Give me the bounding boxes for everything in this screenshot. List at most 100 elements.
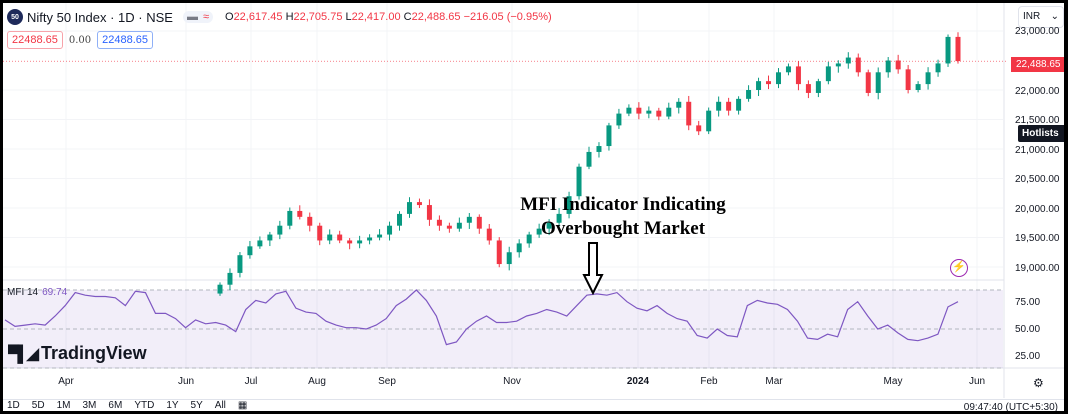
range-5y[interactable]: 5Y (190, 400, 203, 411)
candle (357, 240, 363, 244)
candle (347, 240, 353, 244)
range-3m[interactable]: 3M (82, 400, 97, 411)
candle (377, 234, 383, 238)
candle (287, 210, 293, 226)
candle (935, 63, 941, 73)
ohlc-values: O22,617.45 H22,705.75 L22,417.00 C22,488… (225, 11, 552, 23)
candle (885, 60, 891, 73)
price-label: 21,000.00 (1015, 145, 1060, 156)
annotation: MFI Indicator Indicating Overbought Marke… (520, 194, 726, 239)
symbol-title[interactable]: Nifty 50 Index · 1D · NSE (27, 9, 173, 25)
candle (506, 252, 512, 265)
price-change: −216.05 (−0.95%) (463, 11, 552, 23)
candle (666, 107, 672, 117)
nifty-logo: 50 (7, 9, 23, 25)
mfi-axis-label: 25.00 (1015, 351, 1041, 362)
candle (247, 246, 253, 256)
currency-select[interactable]: INR ⌄ (1018, 6, 1064, 28)
candle (716, 101, 722, 111)
candle (795, 66, 801, 85)
candle (805, 84, 811, 93)
time-label: Jun (177, 376, 195, 387)
price-label: 21,500.00 (1015, 115, 1060, 126)
chart-window: 50 Nifty 50 Index · 1D · NSE ▬ ≈ O22,617.… (3, 3, 1064, 411)
candle (237, 255, 243, 273)
last-price-label: 22,488.65 (1011, 57, 1064, 72)
candle (397, 213, 403, 226)
time-label: Nov (503, 376, 521, 387)
candle (327, 234, 333, 241)
candle (945, 36, 951, 64)
candle (277, 225, 283, 235)
hotlists-button[interactable]: Hotlists (1018, 125, 1064, 142)
candle (307, 216, 313, 226)
range-1y[interactable]: 1Y (166, 400, 179, 411)
candle (566, 196, 572, 214)
calendar-icon[interactable]: ▦ (237, 400, 248, 411)
candle (367, 237, 373, 241)
candle (905, 69, 911, 90)
candle (835, 63, 841, 67)
settings-icon[interactable]: ⚙ (1033, 376, 1044, 390)
lightning-icon[interactable]: ⚡ (950, 259, 968, 277)
time-label: Aug (308, 376, 326, 387)
symbol-header: 50 Nifty 50 Index · 1D · NSE ▬ ≈ O22,617.… (7, 7, 552, 27)
price-label: 19,000.00 (1015, 263, 1060, 274)
candle (955, 36, 961, 62)
candle (626, 107, 632, 114)
candle (317, 225, 323, 241)
range-1d[interactable]: 1D (7, 400, 20, 411)
range-ytd[interactable]: YTD (134, 400, 155, 411)
time-label: Apr (58, 376, 74, 387)
chart-style-toggles[interactable]: ▬ ≈ (182, 11, 213, 23)
range-6m[interactable]: 6M (108, 400, 123, 411)
candle (855, 57, 861, 73)
candle (546, 222, 552, 229)
candle (416, 202, 422, 206)
range-5d[interactable]: 5D (31, 400, 45, 411)
candle (257, 240, 263, 247)
candle (706, 110, 712, 132)
candle (406, 202, 412, 214)
candle (915, 84, 921, 90)
candle (556, 213, 562, 223)
candle (267, 234, 273, 241)
candle (746, 90, 752, 99)
price-label: 23,000.00 (1015, 26, 1060, 37)
time-label: Mar (765, 376, 783, 387)
approx-icon[interactable]: ≈ (202, 11, 209, 23)
range-all[interactable]: All (214, 400, 226, 411)
candle (825, 66, 831, 82)
candle (337, 234, 343, 241)
candle (815, 81, 821, 93)
candle (845, 57, 851, 64)
sell-button[interactable]: 22488.65 (7, 31, 63, 49)
candle (606, 125, 612, 147)
mfi-legend[interactable]: MFI 14 69.74 (7, 287, 68, 298)
candle (456, 222, 462, 229)
candle (586, 151, 592, 167)
candle (446, 225, 452, 229)
down-arrow-icon (582, 242, 604, 296)
chart-canvas[interactable] (3, 3, 1064, 403)
time-label: Jul (244, 376, 258, 387)
candle (536, 228, 542, 235)
mfi-axis-label: 50.00 (1015, 324, 1041, 335)
spread-value: 0.00 (68, 34, 92, 46)
candle (297, 210, 303, 217)
candle (476, 216, 482, 229)
time-label: Sep (378, 376, 396, 387)
candle (526, 234, 532, 244)
time-label: Jun (968, 376, 986, 387)
candle (775, 72, 781, 85)
buy-button[interactable]: 22488.65 (97, 31, 154, 49)
tradingview-logo: ▀▌◢ TradingView (8, 343, 147, 363)
candle (496, 240, 502, 265)
minus-icon[interactable]: ▬ (186, 11, 198, 23)
price-label: 20,000.00 (1015, 204, 1060, 215)
candle (785, 66, 791, 73)
time-label: May (883, 376, 903, 387)
candle (925, 72, 931, 85)
candle (486, 228, 492, 241)
range-1m[interactable]: 1M (56, 400, 71, 411)
